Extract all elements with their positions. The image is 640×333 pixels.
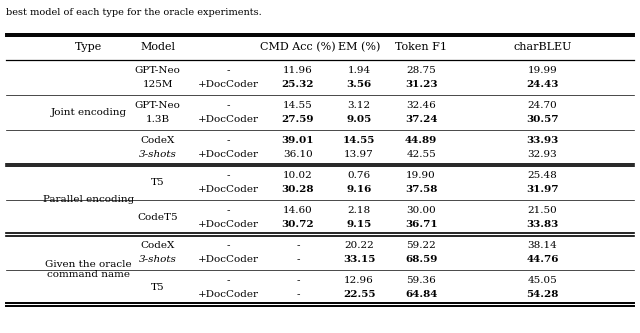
Text: 37.58: 37.58 (405, 185, 437, 194)
Text: 30.28: 30.28 (282, 185, 314, 194)
Text: +DocCoder: +DocCoder (198, 290, 259, 299)
Text: -: - (227, 276, 230, 285)
Text: 3.56: 3.56 (346, 80, 372, 89)
Text: 11.96: 11.96 (283, 66, 313, 75)
Text: charBLEU: charBLEU (513, 42, 572, 53)
Text: +DocCoder: +DocCoder (198, 220, 259, 229)
Text: +DocCoder: +DocCoder (198, 255, 259, 264)
Text: -: - (296, 276, 300, 285)
Text: -: - (227, 241, 230, 250)
Text: 19.90: 19.90 (406, 171, 436, 180)
Text: 32.46: 32.46 (406, 101, 436, 110)
Text: 31.23: 31.23 (405, 80, 437, 89)
Text: CodeX: CodeX (141, 241, 175, 250)
Text: 30.00: 30.00 (406, 206, 436, 215)
Text: 3-shots: 3-shots (139, 150, 177, 159)
Text: 32.93: 32.93 (527, 150, 557, 159)
Text: 14.55: 14.55 (343, 136, 375, 145)
Text: CMD Acc (%): CMD Acc (%) (260, 42, 336, 53)
Text: +DocCoder: +DocCoder (198, 150, 259, 159)
Text: 36.10: 36.10 (283, 150, 313, 159)
Text: 30.57: 30.57 (526, 115, 559, 124)
Text: 39.01: 39.01 (282, 136, 314, 145)
Text: 33.15: 33.15 (343, 255, 375, 264)
Text: -: - (296, 290, 300, 299)
Text: 9.16: 9.16 (346, 185, 372, 194)
Text: 28.75: 28.75 (406, 66, 436, 75)
Text: Model: Model (140, 42, 175, 53)
Text: 24.70: 24.70 (527, 101, 557, 110)
Text: 13.97: 13.97 (344, 150, 374, 159)
Text: 33.93: 33.93 (526, 136, 559, 145)
Text: Type: Type (75, 42, 102, 53)
Text: 21.50: 21.50 (527, 206, 557, 215)
Text: +DocCoder: +DocCoder (198, 80, 259, 89)
Text: 25.32: 25.32 (282, 80, 314, 89)
Text: 54.28: 54.28 (526, 290, 559, 299)
Text: 59.22: 59.22 (406, 241, 436, 250)
Text: 68.59: 68.59 (405, 255, 437, 264)
Text: Joint encoding: Joint encoding (51, 108, 127, 117)
Text: CodeX: CodeX (141, 136, 175, 145)
Text: T5: T5 (151, 178, 164, 187)
Text: 125M: 125M (143, 80, 173, 89)
Text: 3.12: 3.12 (348, 101, 371, 110)
Text: -: - (227, 206, 230, 215)
Text: 12.96: 12.96 (344, 276, 374, 285)
Text: -: - (227, 171, 230, 180)
Text: +DocCoder: +DocCoder (198, 185, 259, 194)
Text: 1.3B: 1.3B (146, 115, 170, 124)
Text: -: - (296, 255, 300, 264)
Text: -: - (227, 136, 230, 145)
Text: 19.99: 19.99 (527, 66, 557, 75)
Text: 9.05: 9.05 (346, 115, 372, 124)
Text: 14.60: 14.60 (283, 206, 313, 215)
Text: 42.55: 42.55 (406, 150, 436, 159)
Text: 31.97: 31.97 (526, 185, 559, 194)
Text: Given the oracle
command name: Given the oracle command name (45, 260, 132, 279)
Text: 9.15: 9.15 (346, 220, 372, 229)
Text: 2.18: 2.18 (348, 206, 371, 215)
Text: -: - (227, 66, 230, 75)
Text: 10.02: 10.02 (283, 171, 313, 180)
Text: -: - (296, 241, 300, 250)
Text: Token F1: Token F1 (395, 42, 447, 53)
Text: 24.43: 24.43 (526, 80, 559, 89)
Text: 37.24: 37.24 (405, 115, 437, 124)
Text: 64.84: 64.84 (405, 290, 437, 299)
Text: GPT-Neo: GPT-Neo (135, 66, 180, 75)
Text: 30.72: 30.72 (282, 220, 314, 229)
Text: +DocCoder: +DocCoder (198, 115, 259, 124)
Text: 45.05: 45.05 (527, 276, 557, 285)
Text: -: - (227, 101, 230, 110)
Text: CodeT5: CodeT5 (138, 213, 178, 222)
Text: EM (%): EM (%) (338, 42, 380, 53)
Text: Parallel encoding: Parallel encoding (43, 195, 134, 204)
Text: 14.55: 14.55 (283, 101, 313, 110)
Text: 36.71: 36.71 (405, 220, 437, 229)
Text: 3-shots: 3-shots (139, 255, 177, 264)
Text: 44.89: 44.89 (405, 136, 437, 145)
Text: 25.48: 25.48 (527, 171, 557, 180)
Text: 20.22: 20.22 (344, 241, 374, 250)
Text: T5: T5 (151, 283, 164, 292)
Text: best model of each type for the oracle experiments.: best model of each type for the oracle e… (6, 8, 262, 17)
Text: 33.83: 33.83 (526, 220, 559, 229)
Text: 22.55: 22.55 (343, 290, 375, 299)
Text: 59.36: 59.36 (406, 276, 436, 285)
Text: 44.76: 44.76 (526, 255, 559, 264)
Text: 27.59: 27.59 (282, 115, 314, 124)
Text: 1.94: 1.94 (348, 66, 371, 75)
Text: 38.14: 38.14 (527, 241, 557, 250)
Text: GPT-Neo: GPT-Neo (135, 101, 180, 110)
Text: 0.76: 0.76 (348, 171, 371, 180)
